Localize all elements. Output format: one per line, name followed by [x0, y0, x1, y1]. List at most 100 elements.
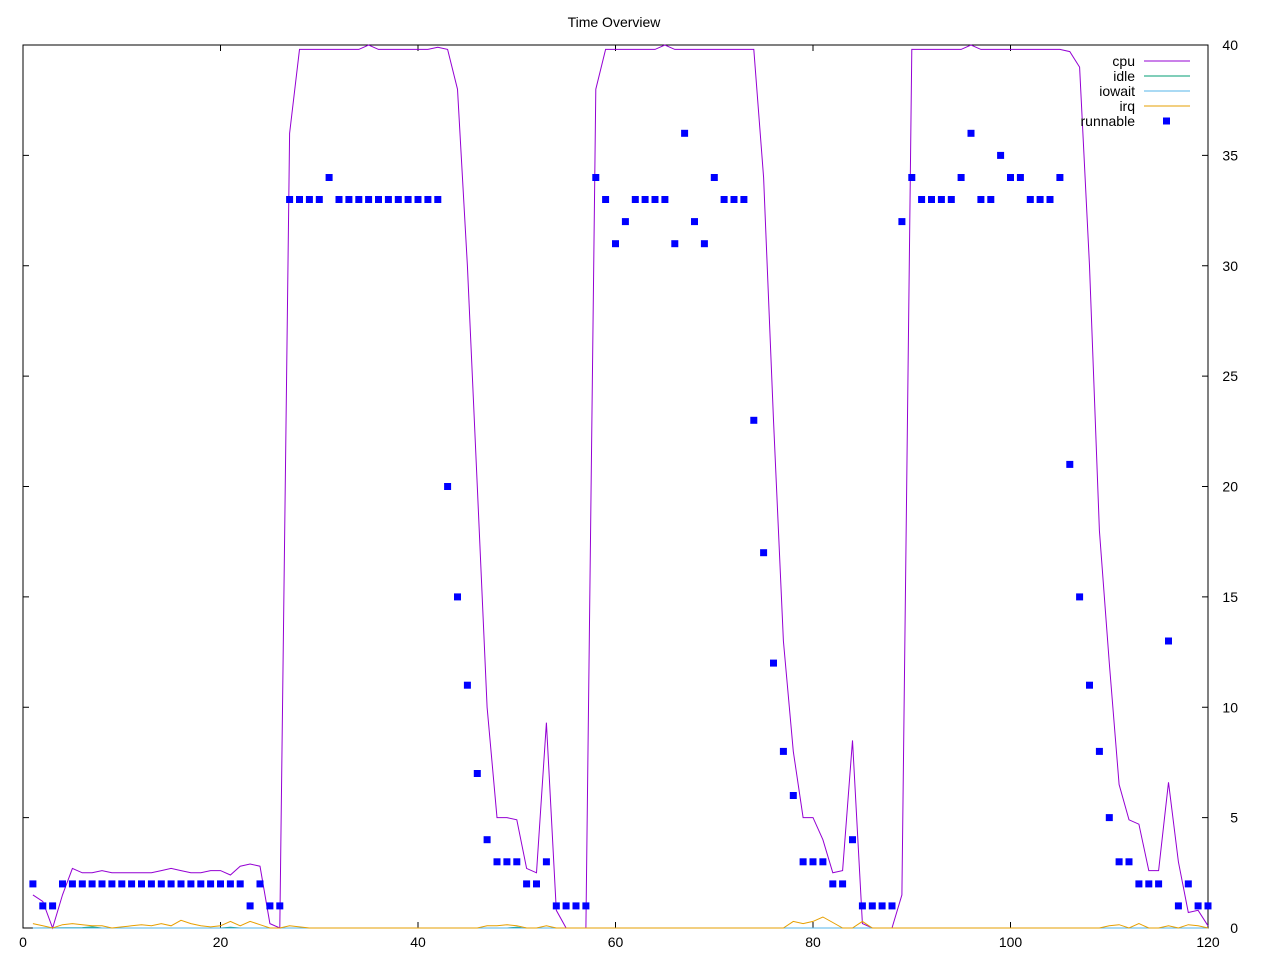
- chart-title: Time Overview: [568, 14, 662, 30]
- legend-label-iowait: iowait: [1099, 83, 1135, 99]
- series-point-runnable: [286, 196, 294, 203]
- series-point-runnable: [296, 196, 303, 203]
- series-point-runnable: [592, 174, 600, 181]
- series-point-runnable: [118, 880, 126, 888]
- series-point-runnable: [463, 681, 471, 689]
- series-point-runnable: [740, 196, 748, 203]
- series-point-runnable: [197, 880, 205, 888]
- series-point-runnable: [582, 902, 590, 910]
- y-axis: 0 5 10 15 20 25 30 35 40: [23, 37, 1238, 936]
- series-point-runnable: [918, 196, 926, 203]
- series-point-runnable: [1007, 174, 1014, 181]
- series-point-runnable: [414, 196, 422, 203]
- series-point-runnable: [523, 880, 531, 888]
- series-point-runnable: [315, 196, 323, 203]
- series-point-runnable: [839, 880, 847, 888]
- y-tick-label: 30: [1222, 258, 1238, 274]
- series-point-runnable: [138, 880, 145, 888]
- y-tick-label: 15: [1222, 589, 1238, 605]
- series-point-runnable: [1105, 814, 1113, 822]
- series-point-runnable: [819, 858, 827, 866]
- series-point-runnable: [612, 240, 619, 248]
- series-point-runnable: [789, 792, 797, 799]
- series-point-runnable: [878, 902, 886, 910]
- series-point-runnable: [868, 902, 876, 910]
- x-tick-label: 100: [999, 934, 1023, 950]
- series-point-runnable: [226, 880, 234, 888]
- series-point-runnable: [454, 593, 461, 601]
- series-point-runnable: [473, 770, 481, 777]
- series-point-runnable: [98, 880, 106, 888]
- y-tick-label: 0: [1230, 920, 1238, 936]
- series-line-cpu: [32, 44, 1209, 930]
- series-point-runnable: [809, 858, 817, 866]
- series-point-runnable: [1056, 174, 1064, 181]
- series-point-runnable: [147, 880, 155, 888]
- series-point-runnable: [602, 196, 610, 203]
- series-point-runnable: [562, 902, 570, 910]
- series-point-runnable: [157, 880, 165, 888]
- series-point-runnable: [1076, 593, 1084, 601]
- series-point-runnable: [908, 174, 916, 181]
- series-point-runnable: [1155, 880, 1163, 888]
- series-point-runnable: [700, 240, 708, 248]
- series-point-runnable: [1016, 174, 1024, 181]
- series-point-runnable: [779, 747, 787, 755]
- legend-label-irq: irq: [1119, 98, 1135, 114]
- series-point-runnable: [207, 880, 215, 888]
- series-point-runnable: [770, 659, 777, 667]
- series-point-runnable: [720, 196, 728, 203]
- series-point-runnable: [78, 880, 86, 888]
- series-point-runnable: [49, 902, 57, 910]
- series-point-runnable: [1194, 902, 1202, 910]
- series-point-runnable: [1174, 902, 1182, 910]
- series-point-runnable: [750, 416, 758, 424]
- series-point-runnable: [858, 902, 866, 910]
- series-point-runnable: [404, 196, 412, 203]
- series-point-runnable: [799, 858, 807, 866]
- series-point-runnable: [375, 196, 382, 203]
- series-point-runnable: [424, 196, 432, 203]
- series-point-runnable: [1066, 460, 1074, 468]
- series-point-runnable: [710, 174, 718, 181]
- series-point-runnable: [957, 174, 965, 181]
- series-point-runnable: [552, 902, 560, 910]
- x-tick-label: 0: [19, 934, 27, 950]
- series-point-runnable: [128, 880, 136, 888]
- series-point-runnable: [829, 880, 837, 888]
- series-point-runnable: [1086, 681, 1093, 689]
- series-point-runnable: [39, 902, 47, 910]
- x-tick-label: 80: [805, 934, 821, 950]
- series-point-runnable: [1135, 880, 1143, 888]
- series-point-runnable: [621, 218, 629, 226]
- series-point-runnable: [641, 196, 649, 203]
- series-point-runnable: [671, 240, 679, 248]
- series-point-runnable: [345, 196, 353, 203]
- legend-label-idle: idle: [1113, 68, 1135, 84]
- series-point-runnable: [335, 196, 343, 203]
- y-tick-label: 25: [1222, 368, 1238, 384]
- y-tick-label: 20: [1222, 479, 1238, 495]
- y-tick-label: 5: [1230, 810, 1238, 826]
- series-point-runnable: [1204, 902, 1212, 910]
- series-point-runnable: [542, 858, 550, 866]
- series-point-runnable: [503, 858, 511, 866]
- series-point-runnable: [661, 196, 669, 203]
- legend-swatch-runnable: [1163, 117, 1170, 125]
- series-point-runnable: [483, 836, 491, 844]
- x-tick-label: 60: [608, 934, 624, 950]
- series-point-runnable: [88, 880, 96, 888]
- series-point-runnable: [1046, 196, 1054, 203]
- series-point-runnable: [493, 858, 501, 866]
- series-point-runnable: [681, 129, 689, 137]
- series-point-runnable: [1115, 858, 1123, 866]
- x-tick-label: 120: [1196, 934, 1220, 950]
- series-point-runnable: [29, 880, 37, 888]
- series-point-runnable: [888, 902, 896, 910]
- series-point-runnable: [177, 880, 185, 888]
- series-point-runnable: [631, 196, 639, 203]
- series-point-runnable: [1145, 880, 1153, 888]
- series-point-runnable: [256, 880, 264, 888]
